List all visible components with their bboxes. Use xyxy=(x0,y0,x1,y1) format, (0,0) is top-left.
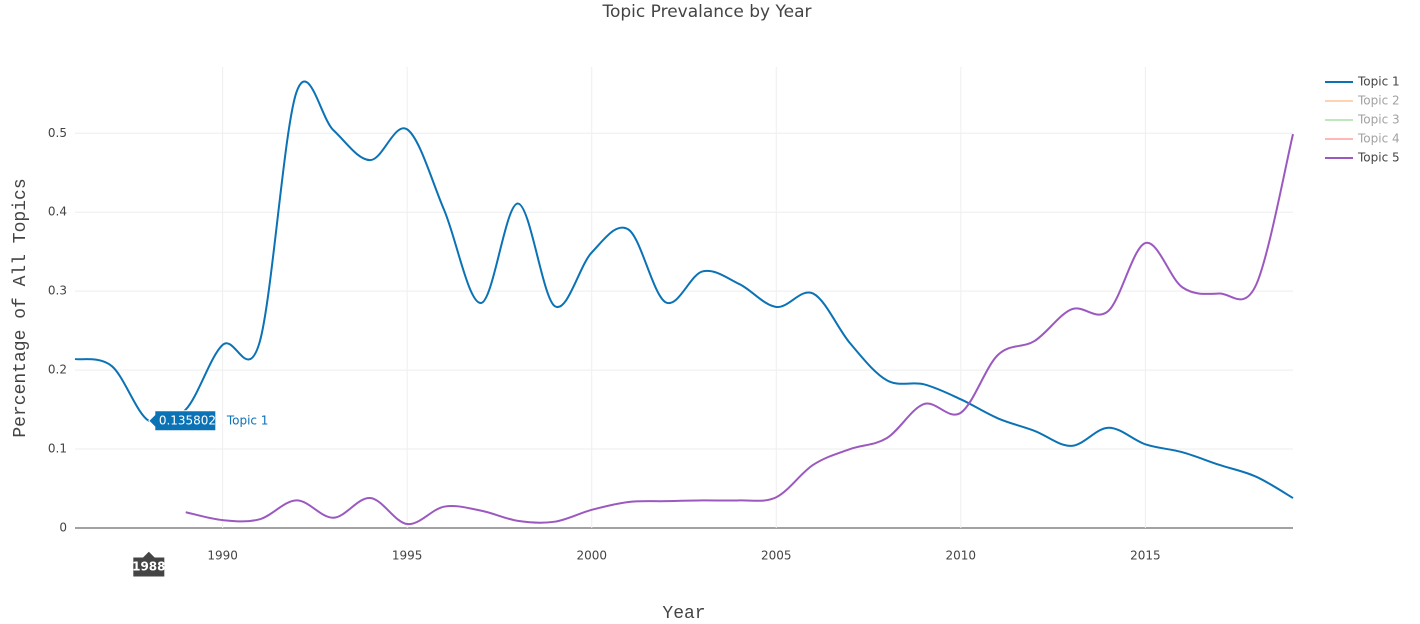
legend-item[interactable]: Topic 1 xyxy=(1325,75,1400,89)
x-tick-label: 2005 xyxy=(761,549,792,563)
x-tick-label: 2000 xyxy=(576,549,607,563)
line-series xyxy=(74,80,1294,499)
legend-label: Topic 4 xyxy=(1357,132,1400,146)
legend-item[interactable]: Topic 4 xyxy=(1325,132,1400,146)
legend-item[interactable]: Topic 2 xyxy=(1325,94,1400,108)
tooltip-value: 0.1358025 xyxy=(159,413,224,427)
legend-label: Topic 2 xyxy=(1357,94,1400,108)
x-tick-label: 2010 xyxy=(946,549,977,563)
legend-item[interactable]: Topic 5 xyxy=(1325,151,1400,165)
legend-label: Topic 3 xyxy=(1357,113,1400,127)
x-hover-label: 1988 xyxy=(132,560,165,574)
x-tick-label: 2015 xyxy=(1130,549,1161,563)
y-tick-label: 0.3 xyxy=(48,284,67,298)
x-tick-label: 1990 xyxy=(207,549,238,563)
y-tick-label: 0.5 xyxy=(48,126,67,140)
chart-title: Topic Prevalance by Year xyxy=(601,2,811,22)
legend-label: Topic 1 xyxy=(1357,75,1400,89)
y-tick-label: 0.4 xyxy=(48,205,67,219)
legend-label: Topic 5 xyxy=(1357,151,1400,165)
tooltip-box xyxy=(148,410,217,432)
x-axis-title: Year xyxy=(662,604,705,624)
tooltip-name: Topic 1 xyxy=(226,413,269,427)
y-tick-label: 0 xyxy=(59,521,67,535)
legend-item[interactable]: Topic 3 xyxy=(1325,113,1400,127)
y-axis-title: Percentage of All Topics xyxy=(11,178,31,437)
line-series xyxy=(185,133,1294,526)
x-hover-box xyxy=(132,550,166,578)
y-tick-label: 0.2 xyxy=(48,363,67,377)
x-tick-label: 1995 xyxy=(392,549,423,563)
y-tick-label: 0.1 xyxy=(48,442,67,456)
